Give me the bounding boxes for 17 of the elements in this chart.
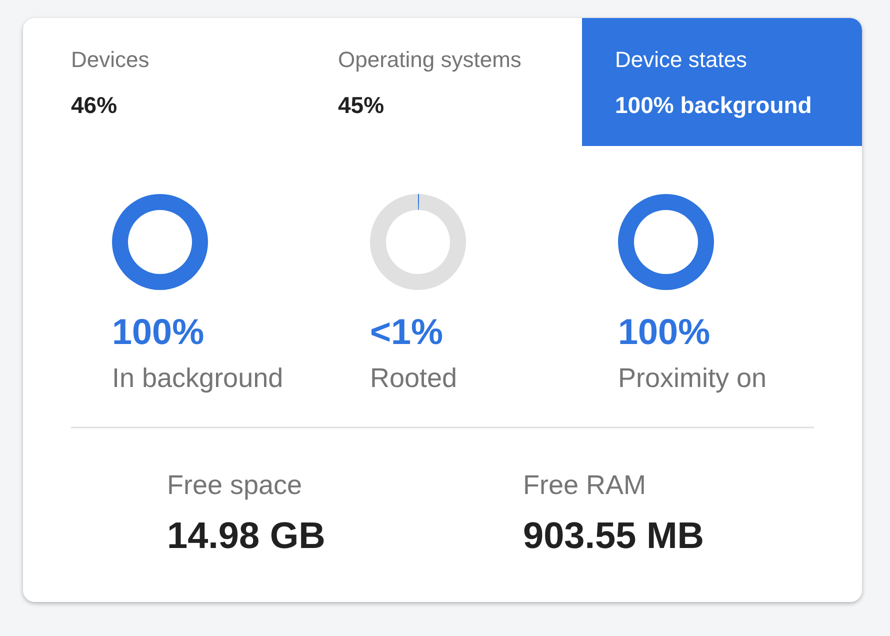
category-label: Free space xyxy=(167,470,302,500)
text: Rooted xyxy=(370,363,458,393)
category-label: Device states xyxy=(615,47,748,72)
text: <1% xyxy=(370,311,444,352)
category-label: Free RAM xyxy=(523,470,646,500)
text: 46% xyxy=(71,92,118,118)
text: 100% xyxy=(112,311,204,352)
text: 14.98 GB xyxy=(167,515,326,556)
category-label: Devices xyxy=(71,47,150,72)
category-label: Operating systems xyxy=(338,47,522,72)
donut-slice xyxy=(370,194,466,290)
text: Proximity on xyxy=(618,363,767,393)
text: 45% xyxy=(338,92,384,118)
text: In background xyxy=(112,363,284,393)
text: 903.55 MB xyxy=(523,515,704,556)
text: 100% xyxy=(618,311,710,352)
text: 100% background xyxy=(615,92,812,118)
